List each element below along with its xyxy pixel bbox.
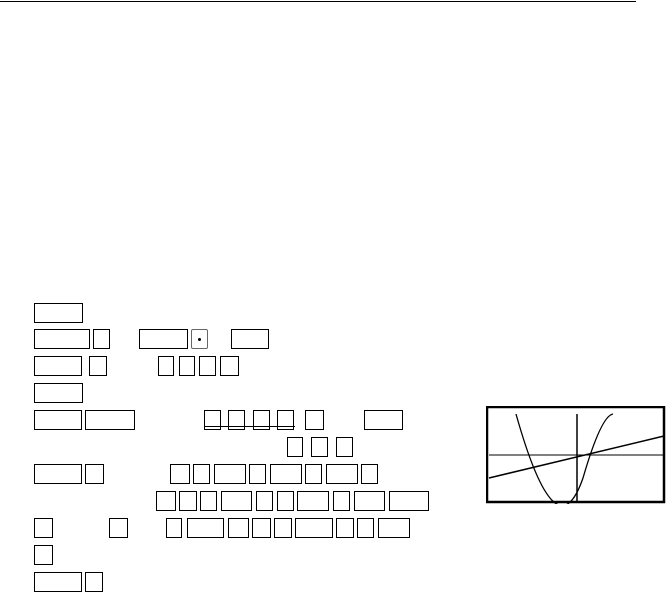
calculator-key	[34, 464, 82, 484]
line-curve	[488, 435, 665, 479]
calculator-key	[228, 518, 249, 538]
calculator-key	[336, 518, 354, 538]
calculator-key	[34, 303, 83, 323]
calculator-key	[364, 410, 403, 430]
calculator-key	[305, 410, 324, 430]
calculator-key	[357, 518, 374, 538]
calculator-key	[34, 410, 82, 430]
calculator-key	[270, 464, 302, 484]
calculator-key	[220, 356, 239, 376]
calculator-key	[295, 518, 333, 538]
calculator-key	[336, 437, 353, 457]
calculator-key	[274, 518, 292, 538]
calculator-key	[256, 491, 273, 511]
calculator-key	[156, 491, 176, 511]
calculator-key	[231, 329, 269, 349]
parabola-curve	[515, 413, 614, 504]
calculator-key	[93, 329, 110, 349]
calculator-key	[85, 572, 103, 592]
calculator-key	[200, 491, 217, 511]
calculator-key	[249, 464, 266, 484]
calculator-key	[305, 464, 322, 484]
calculator-key	[89, 356, 107, 376]
calculator-key	[228, 410, 245, 430]
calculator-key	[34, 356, 82, 376]
calculator-key	[204, 410, 221, 430]
decimal-point-key	[191, 329, 208, 349]
calculator-key	[34, 545, 53, 565]
calculator-key	[252, 518, 271, 538]
calculator-key	[389, 491, 429, 511]
calculator-key	[253, 410, 270, 430]
calculator-key	[221, 491, 252, 511]
calculator-key	[85, 410, 135, 430]
calculator-key	[214, 464, 246, 484]
calculator-key	[354, 491, 385, 511]
calculator-key	[378, 518, 410, 538]
calculator-key	[287, 437, 303, 457]
calculator-key	[361, 464, 378, 484]
calculator-key	[311, 437, 328, 457]
calculator-key	[179, 356, 195, 376]
header-rule	[0, 1, 636, 2]
calculator-key	[297, 491, 329, 511]
calculator-key	[85, 464, 104, 484]
calculator-key	[333, 491, 350, 511]
calculator-key	[170, 464, 190, 484]
calculator-key	[34, 572, 82, 592]
calculator-key	[277, 491, 294, 511]
calculator-key	[179, 491, 197, 511]
calculator-key	[199, 356, 216, 376]
calculator-key	[34, 518, 53, 538]
calculator-key	[139, 329, 188, 349]
calculator-key	[34, 383, 83, 403]
calculator-key	[34, 329, 90, 349]
calculator-key	[326, 464, 358, 484]
calculator-key	[187, 518, 224, 538]
calculator-key	[166, 518, 182, 538]
calculator-key	[158, 356, 174, 376]
calculator-key	[193, 464, 210, 484]
calculator-graph	[486, 406, 666, 504]
underline	[204, 426, 295, 427]
calculator-key	[109, 518, 128, 538]
calculator-key	[277, 410, 294, 430]
